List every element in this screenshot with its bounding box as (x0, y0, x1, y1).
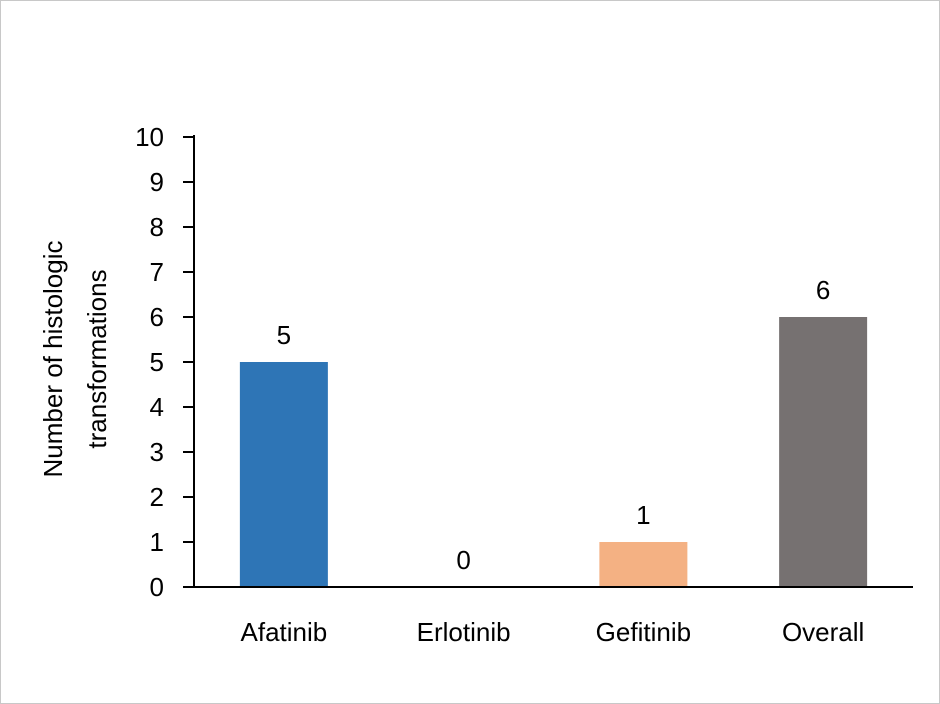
y-tick-label: 8 (150, 212, 164, 242)
category-labels: Afatinib Erlotinib Gefitinib Overall (241, 617, 865, 647)
y-tick-label: 4 (150, 392, 164, 422)
bars (239, 317, 868, 587)
y-tick-label: 9 (150, 167, 164, 197)
category-label-gefitinib: Gefitinib (596, 617, 691, 647)
y-axis-title-line-1: Number of histologic (38, 241, 68, 478)
y-axis-title-line-2: transformations (82, 269, 112, 448)
data-label-afatinib: 5 (277, 320, 291, 350)
y-tick-label: 1 (150, 527, 164, 557)
bar-afatinib (239, 362, 328, 587)
y-tick-label: 7 (150, 257, 164, 287)
y-tick-label: 10 (135, 122, 164, 152)
category-label-overall: Overall (782, 617, 864, 647)
y-axis-ticks: 0 1 2 3 4 5 6 7 8 9 10 (135, 122, 194, 602)
y-tick-label: 3 (150, 437, 164, 467)
data-label-overall: 6 (816, 275, 830, 305)
data-label-gefitinib: 1 (636, 500, 650, 530)
data-label-erlotinib: 0 (456, 545, 470, 575)
category-label-afatinib: Afatinib (241, 617, 328, 647)
y-tick-label: 6 (150, 302, 164, 332)
y-tick-label: 2 (150, 482, 164, 512)
bar-overall (779, 317, 868, 587)
bar-gefitinib (599, 542, 688, 587)
y-tick-label: 5 (150, 347, 164, 377)
y-axis-title: Number of histologic transformations (38, 241, 112, 478)
y-tick-label: 0 (150, 572, 164, 602)
data-labels: 5 0 1 6 (277, 275, 831, 575)
category-label-erlotinib: Erlotinib (417, 617, 511, 647)
